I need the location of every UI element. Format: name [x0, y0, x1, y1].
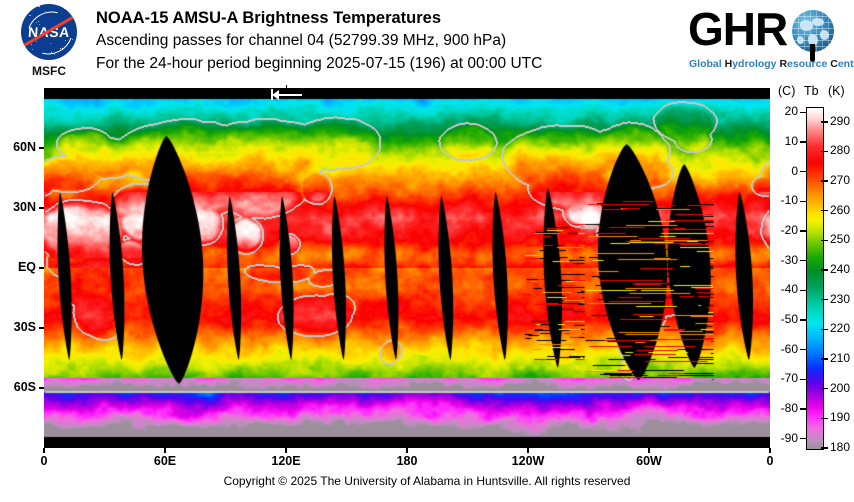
colorbar-tick-kelvin: [821, 151, 828, 152]
colorbar-label-kelvin: 190: [830, 410, 854, 424]
colorbar-tick-kelvin: [821, 210, 828, 211]
colorbar-tick-celsius: [800, 230, 807, 231]
lon-label: 0: [740, 454, 800, 468]
ghrc-acronym-group: GHR: [688, 6, 846, 58]
colorbar-label-kelvin: 200: [830, 381, 854, 395]
lat-label: 30S: [0, 320, 36, 334]
colorbar-tick-kelvin: [821, 388, 828, 389]
colorbar-label-kelvin: 180: [830, 440, 854, 454]
colorbar-label-kelvin: 250: [830, 232, 854, 246]
colorbar-label-celsius: -70: [760, 371, 798, 385]
colorbar-label-celsius: -50: [760, 312, 798, 326]
ghrc-subtitle-part: enter: [838, 58, 854, 70]
colorbar-tick-celsius: [800, 408, 807, 409]
ghrc-subtitle-part: R: [779, 58, 787, 70]
colorbar-label-kelvin: 220: [830, 321, 854, 335]
colorbar-tick-kelvin: [821, 180, 828, 181]
colorbar-label-celsius: 0: [760, 164, 798, 178]
colorbar-label-celsius: -10: [760, 193, 798, 207]
page-title: NOAA-15 AMSU-A Brightness Temperatures: [96, 8, 542, 29]
brightness-temperature-map: [44, 88, 770, 448]
page-subtitle: Ascending passes for channel 04 (52799.3…: [96, 29, 542, 52]
nasa-logo: NASA MSFC: [12, 4, 86, 84]
colorbar-label-celsius: 10: [760, 134, 798, 148]
colorbar-tick-kelvin: [821, 240, 828, 241]
map-panel: [44, 88, 770, 448]
copyright-notice: Copyright © 2025 The University of Alaba…: [0, 474, 854, 488]
colorbar-label-celsius: -90: [760, 431, 798, 445]
colorbar-label-celsius: -30: [760, 253, 798, 267]
ghrc-subtitle-part: C: [830, 58, 838, 70]
ghrc-subtitle-part: Global: [689, 58, 725, 70]
lat-label: EQ: [0, 260, 36, 274]
colorbar-tick-kelvin: [821, 299, 828, 300]
colorbar-unit-kelvin: (K): [828, 84, 845, 98]
colorbar-tick-celsius: [800, 349, 807, 350]
colorbar-tick-kelvin: [821, 418, 828, 419]
lon-label: 60W: [619, 454, 679, 468]
lon-label: 180: [377, 454, 437, 468]
colorbar-label-kelvin: 260: [830, 203, 854, 217]
page-root: NASA MSFC NOAA-15 AMSU-A Brightness Temp…: [0, 0, 854, 502]
ghrc-subtitle: Global Hydrology Resource Center: [689, 58, 846, 70]
title-block: NOAA-15 AMSU-A Brightness Temperatures A…: [96, 8, 542, 75]
page-period: For the 24-hour period beginning 2025-07…: [96, 52, 542, 75]
colorbar-tick-celsius: [800, 438, 807, 439]
lat-tick: [39, 327, 44, 328]
lat-label: 60S: [0, 380, 36, 394]
colorbar-gradient: [806, 107, 824, 450]
swath-direction-marker-icon: [266, 89, 304, 101]
lat-tick: [39, 267, 44, 268]
colorbar-tick-kelvin: [821, 329, 828, 330]
lon-label: 120W: [498, 454, 558, 468]
colorbar-tick-celsius: [800, 171, 807, 172]
ghrc-acronym: GHR: [688, 2, 787, 56]
colorbar-label-kelvin: 280: [830, 143, 854, 157]
colorbar-tick-celsius: [800, 379, 807, 380]
colorbar-tick-celsius: [800, 141, 807, 142]
lat-tick: [39, 207, 44, 208]
lon-label: 60E: [135, 454, 195, 468]
colorbar-tick-celsius: [800, 290, 807, 291]
lat-tick: [39, 387, 44, 388]
colorbar-variable: Tb: [804, 84, 819, 98]
ghrc-subtitle-part: ydrology: [732, 58, 779, 70]
colorbar-label-kelvin: 210: [830, 351, 854, 365]
ghrc-logo: GHR Global Hydrology Resource Center: [688, 6, 846, 82]
colorbar-tick-celsius: [800, 112, 807, 113]
lon-tick: [648, 448, 649, 453]
lon-tick: [527, 448, 528, 453]
lat-tick: [39, 147, 44, 148]
lon-tick: [285, 448, 286, 453]
header: NASA MSFC NOAA-15 AMSU-A Brightness Temp…: [0, 0, 854, 88]
lat-label: 30N: [0, 200, 36, 214]
colorbar-tick-kelvin: [821, 447, 828, 448]
lat-label: 60N: [0, 140, 36, 154]
colorbar-tick-celsius: [800, 319, 807, 320]
colorbar-unit-celsius: (C): [778, 84, 795, 98]
colorbar-label-celsius: 20: [760, 104, 798, 118]
nasa-center-label: MSFC: [12, 64, 86, 78]
lon-tick: [164, 448, 165, 453]
colorbar-label-kelvin: 230: [830, 292, 854, 306]
lon-label: 0: [14, 454, 74, 468]
colorbar-label-kelvin: 240: [830, 262, 854, 276]
colorbar-label-kelvin: 290: [830, 114, 854, 128]
lon-tick: [43, 448, 44, 453]
colorbar-tick-kelvin: [821, 358, 828, 359]
nasa-meatball-icon: NASA: [21, 4, 77, 60]
lon-tick: [406, 448, 407, 453]
colorbar-label-celsius: -60: [760, 342, 798, 356]
lon-tick: [769, 448, 770, 453]
colorbar-label-celsius: -80: [760, 401, 798, 415]
colorbar-tick-celsius: [800, 201, 807, 202]
ghrc-subtitle-part: esource: [787, 58, 830, 70]
lon-label: 120E: [256, 454, 316, 468]
colorbar-label-kelvin: 270: [830, 173, 854, 187]
colorbar-tick-kelvin: [821, 269, 828, 270]
colorbar-label-celsius: -40: [760, 282, 798, 296]
colorbar-label-celsius: -20: [760, 223, 798, 237]
colorbar-tick-celsius: [800, 260, 807, 261]
colorbar-tick-kelvin: [821, 121, 828, 122]
